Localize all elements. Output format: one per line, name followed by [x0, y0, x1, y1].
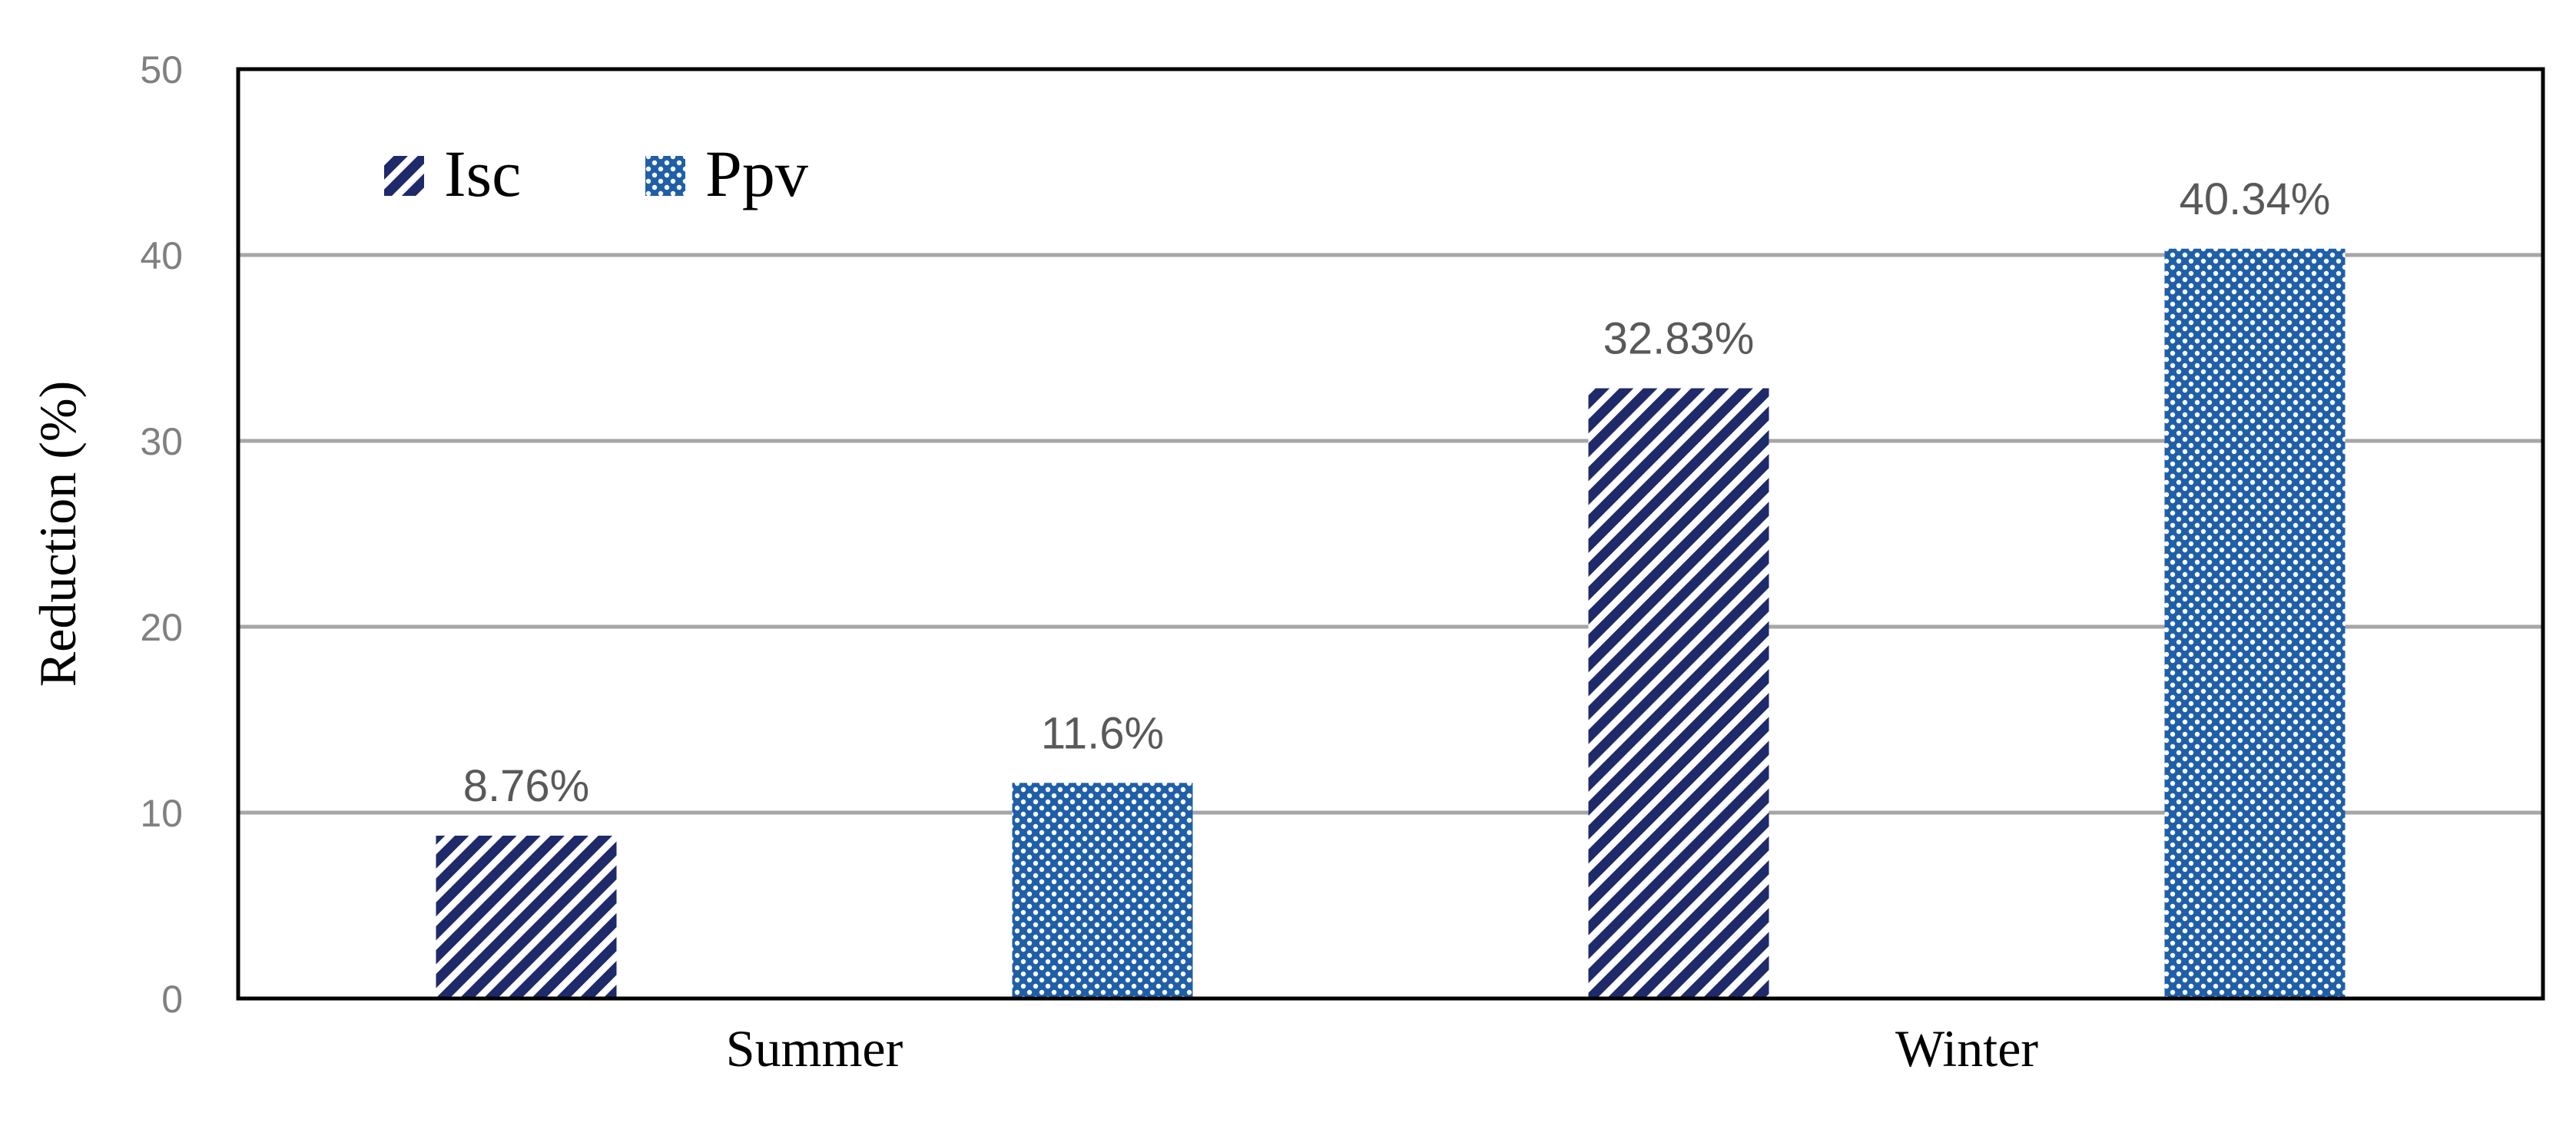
bar-isc	[1588, 388, 1769, 998]
y-axis-ticks: 0 10 20 30 40 50	[140, 48, 183, 1021]
x-axis-categories: Summer Winter	[726, 1019, 2039, 1078]
y-tick-label: 0	[161, 978, 183, 1021]
data-labels: 8.76% 11.6% 32.83% 40.34%	[463, 174, 2331, 811]
y-tick-label: 50	[140, 48, 183, 91]
x-category-label: Summer	[726, 1019, 903, 1078]
data-label: 40.34%	[2180, 174, 2331, 224]
y-tick-label: 30	[140, 420, 183, 463]
data-label: 32.83%	[1603, 314, 1755, 364]
bar-ppv	[1012, 783, 1193, 998]
legend-label-isc: Isc	[444, 137, 521, 210]
data-label: 8.76%	[463, 761, 589, 811]
bars	[436, 248, 2346, 999]
y-tick-label: 40	[140, 234, 183, 277]
plot-area-frame	[236, 67, 2545, 1001]
y-tick-label: 10	[140, 792, 183, 835]
legend-label-ppv: Ppv	[705, 137, 808, 210]
data-label: 11.6%	[1041, 708, 1164, 758]
bar-ppv	[2164, 248, 2346, 999]
x-category-label: Winter	[1895, 1019, 2038, 1078]
y-axis-title: Reduction (%)	[28, 381, 87, 687]
legend-swatch-ppv	[645, 156, 685, 196]
bar-isc	[436, 836, 617, 998]
legend: Isc Ppv	[384, 137, 808, 210]
y-tick-label: 20	[140, 606, 183, 649]
legend-swatch-isc	[384, 156, 424, 196]
gridlines	[238, 253, 2543, 815]
